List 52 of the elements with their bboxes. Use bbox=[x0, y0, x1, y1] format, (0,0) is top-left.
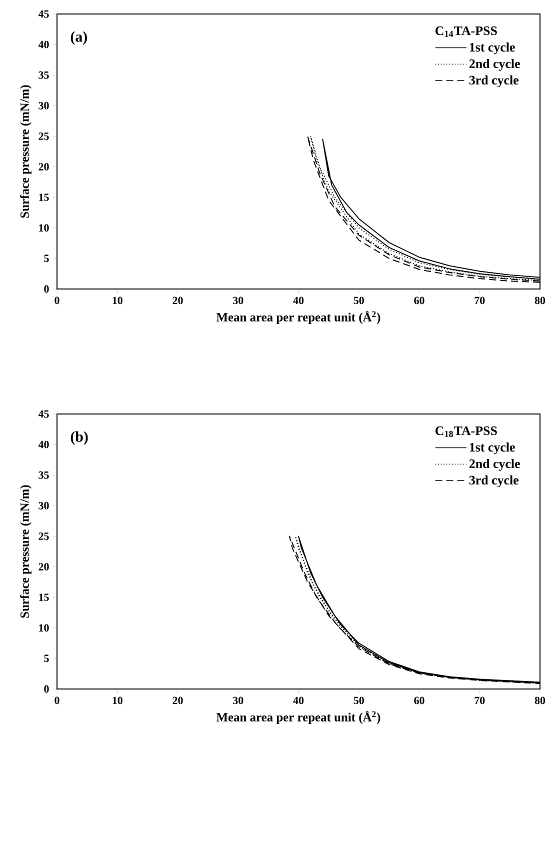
x-axis-title: Mean area per repeat unit (Å$^{2}$) bbox=[216, 711, 380, 724]
x-tick-label: 50 bbox=[354, 296, 364, 304]
y-tick-label: 0 bbox=[44, 685, 49, 693]
y-tick-label: 5 bbox=[44, 254, 49, 262]
x-tick-label: 80 bbox=[534, 696, 546, 704]
x-tick-label: 10 bbox=[112, 296, 122, 304]
y-tick-label: 20 bbox=[38, 563, 49, 570]
y-tick-label: 0 bbox=[44, 285, 49, 293]
y-tick-label: 30 bbox=[38, 102, 49, 110]
y-tick-label: 10 bbox=[39, 624, 49, 632]
y-tick-label: 40 bbox=[38, 440, 49, 448]
x-tick-label: 70 bbox=[474, 296, 485, 304]
x-tick-label: 40 bbox=[293, 296, 304, 304]
legend-label: 2nd cycle bbox=[469, 458, 520, 471]
y-tick-label: 15 bbox=[39, 194, 49, 201]
y-tick-label: 20 bbox=[38, 163, 49, 170]
y-tick-label: 35 bbox=[38, 71, 49, 79]
legend-title: C$_{18}$TA-PSS bbox=[435, 426, 497, 438]
y-tick-label: 25 bbox=[38, 532, 49, 540]
x-axis-title: Mean area per repeat unit (Å$^{2}$) bbox=[216, 311, 380, 324]
legend-label: 2nd cycle bbox=[469, 58, 520, 71]
x-tick-label: 60 bbox=[414, 696, 424, 704]
y-tick-label: 30 bbox=[38, 502, 49, 510]
x-tick-label: 40 bbox=[293, 696, 304, 704]
y-axis-title: Surface pressure (mN/m) bbox=[20, 85, 32, 218]
x-tick-label: 10 bbox=[112, 696, 122, 704]
x-tick-label: 80 bbox=[534, 296, 546, 304]
x-tick-label: 30 bbox=[233, 296, 244, 304]
legend-label: 3rd cycle bbox=[469, 475, 519, 488]
y-tick-label: 10 bbox=[39, 224, 49, 232]
y-tick-label: 5 bbox=[44, 654, 49, 662]
y-tick-label: 40 bbox=[38, 40, 49, 48]
x-tick-label: 50 bbox=[354, 696, 364, 704]
x-tick-label: 60 bbox=[414, 296, 424, 304]
y-tick-label: 35 bbox=[38, 471, 49, 479]
x-tick-label: 70 bbox=[474, 696, 485, 704]
legend-title: C$_{14}$TA-PSS bbox=[435, 26, 497, 37]
y-tick-label: 15 bbox=[39, 594, 49, 602]
x-tick-label: 20 bbox=[172, 296, 183, 304]
y-axis-title: Surface pressure (mN/m) bbox=[20, 485, 32, 618]
annotation: (a) bbox=[70, 31, 87, 45]
y-tick-label: 45 bbox=[38, 410, 49, 418]
x-tick-label: 20 bbox=[172, 696, 183, 704]
y-tick-label: 25 bbox=[38, 132, 49, 140]
legend-label: 1st cycle bbox=[470, 42, 515, 54]
x-tick-label: 0 bbox=[54, 296, 60, 304]
y-tick-label: 45 bbox=[38, 10, 49, 18]
x-tick-label: 0 bbox=[54, 696, 60, 704]
x-tick-label: 30 bbox=[233, 696, 244, 704]
legend-label: 3rd cycle bbox=[469, 75, 519, 88]
annotation: (b) bbox=[70, 431, 88, 445]
legend-label: 1st cycle bbox=[470, 442, 515, 454]
